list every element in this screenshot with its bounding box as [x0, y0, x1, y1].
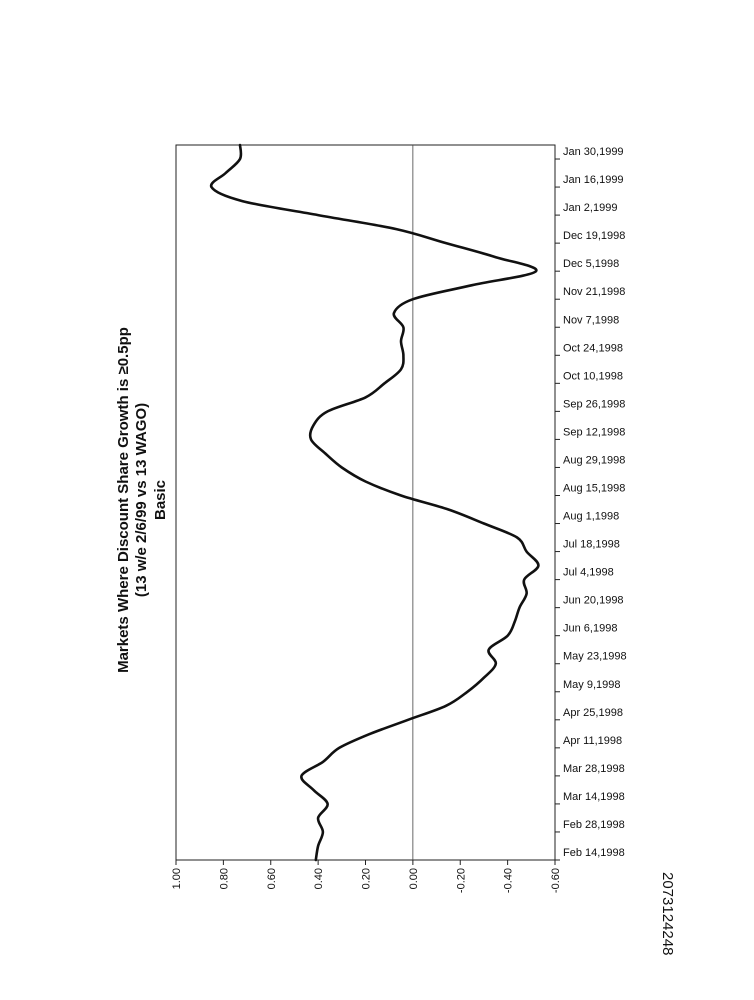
- chart-title: Markets Where Discount Share Growth is ≥…: [115, 327, 132, 673]
- x-tick-label: Feb 14,1998: [563, 847, 625, 859]
- series-line: [209, 143, 540, 862]
- x-tick-label: Mar 28,1998: [563, 763, 625, 775]
- x-tick-label: May 9,1998: [563, 679, 620, 691]
- x-tick-label: Jul 18,1998: [563, 539, 620, 551]
- y-tick-label: 0.20: [361, 868, 373, 889]
- x-tick-label: Aug 1,1998: [563, 511, 619, 523]
- y-tick-label: 0.60: [266, 868, 278, 889]
- x-axis: Feb 14,1998 Feb 28,1998 Mar 14,1998 Mar 28,…: [555, 146, 627, 861]
- x-tick-label: Sep 26,1998: [563, 398, 625, 410]
- x-tick-label: Feb 28,1998: [563, 819, 625, 831]
- x-tick-label: Oct 10,1998: [563, 370, 623, 382]
- rotated-chart-group: Markets Where Discount Share Growth is ≥…: [115, 143, 627, 893]
- y-tick-label: -0.40: [503, 868, 515, 893]
- x-tick-label: Sep 12,1998: [563, 426, 625, 438]
- x-tick-label: Nov 7,1998: [563, 314, 619, 326]
- chart-subtitle-1: (13 w/e 2/6/99 vs 13 WAGO): [133, 403, 150, 597]
- x-tick-label: Jul 4,1998: [563, 567, 614, 579]
- x-tick-label: Jan 30,1999: [563, 146, 624, 158]
- x-tick-label: Dec 19,1998: [563, 230, 625, 242]
- chart-subtitle-2: Basic: [152, 480, 169, 520]
- x-tick-label: Aug 29,1998: [563, 454, 625, 466]
- y-tick-label: 0.00: [408, 868, 420, 889]
- document-id-stamp: 2073124248: [659, 872, 676, 955]
- x-tick-label: Jun 20,1998: [563, 595, 624, 607]
- x-tick-label: Aug 15,1998: [563, 482, 625, 494]
- x-tick-label: Nov 21,1998: [563, 286, 625, 298]
- x-tick-label: May 23,1998: [563, 651, 627, 663]
- x-tick-label: Apr 25,1998: [563, 707, 623, 719]
- plot-area: [175, 144, 556, 861]
- x-tick-label: Dec 5,1998: [563, 258, 619, 270]
- x-tick-label: Jun 6,1998: [563, 623, 617, 635]
- y-axis: 1.00 0.80 0.60 0.40 0.20 0.00 -0.20 -0.40 -0.60: [171, 860, 562, 893]
- x-tick-label: Jan 16,1999: [563, 174, 624, 186]
- y-tick-label: 0.80: [218, 868, 230, 889]
- x-tick-label: Mar 14,1998: [563, 791, 625, 803]
- x-tick-label: Jan 2,1999: [563, 202, 617, 214]
- x-tick-label: Oct 24,1998: [563, 342, 623, 354]
- y-tick-label: 0.40: [313, 868, 325, 889]
- y-tick-label: -0.20: [455, 868, 467, 893]
- y-tick-label: -0.60: [550, 868, 562, 893]
- y-tick-label: 1.00: [171, 868, 183, 889]
- document-id: 2073124248: [659, 872, 676, 955]
- x-tick-label: Apr 11,1998: [563, 735, 622, 747]
